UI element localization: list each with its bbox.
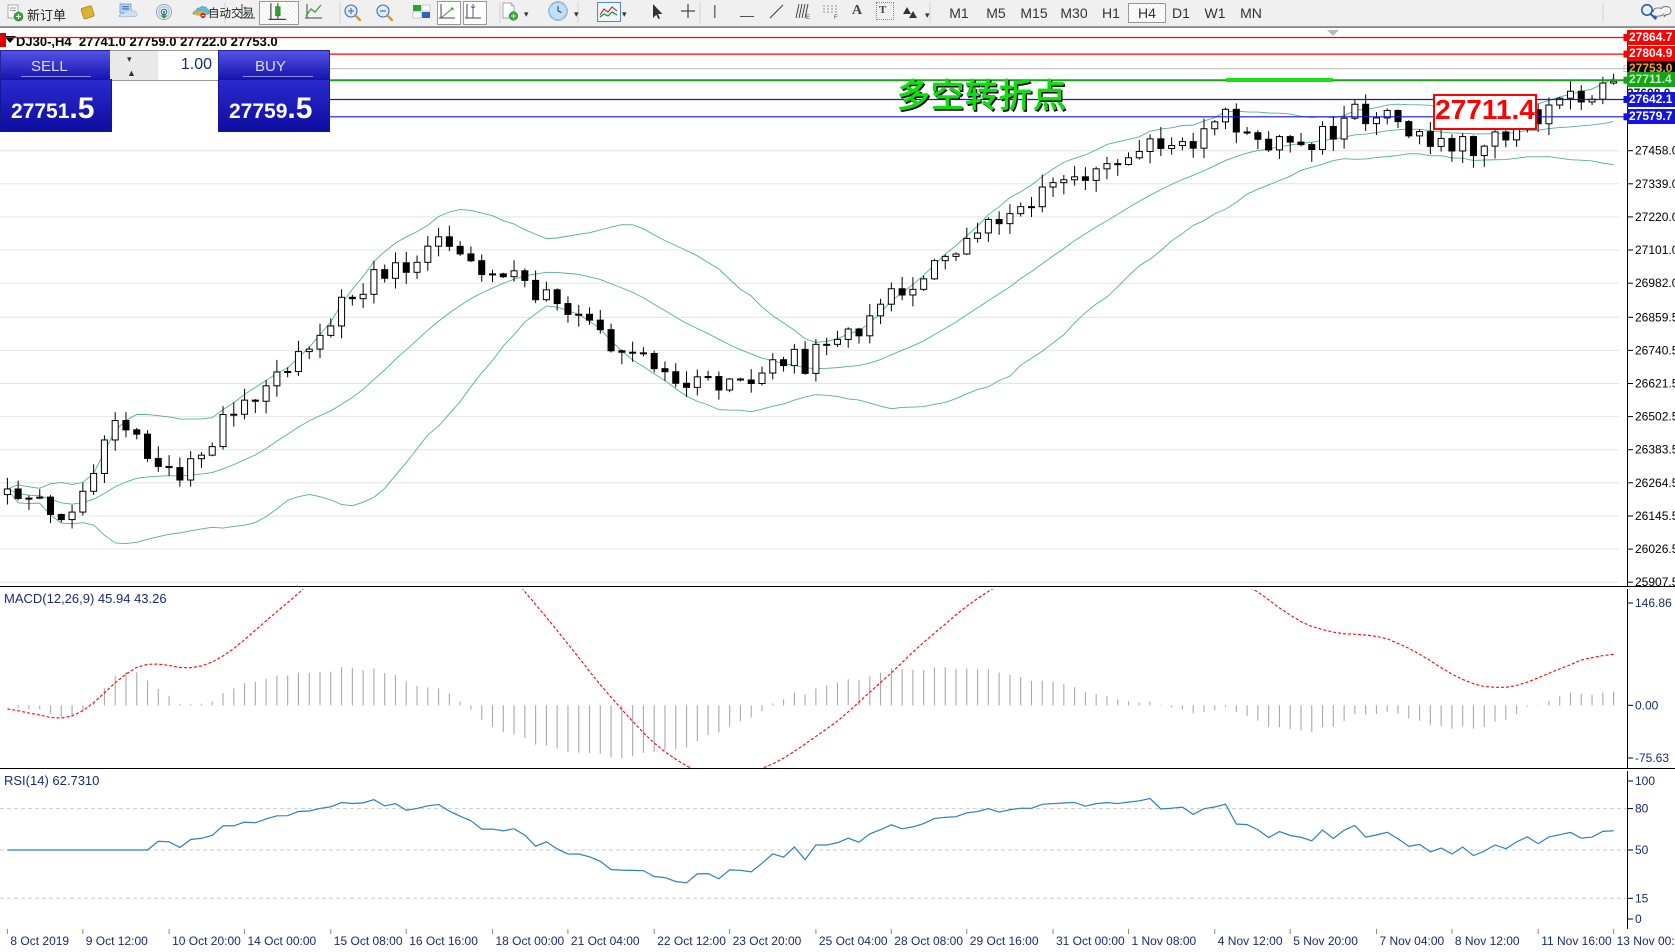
svg-text:14 Oct 00:00: 14 Oct 00:00: [248, 934, 317, 948]
svg-text:9 Oct 12:00: 9 Oct 12:00: [86, 934, 148, 948]
svg-text:11 Nov 16:00: 11 Nov 16:00: [1541, 934, 1612, 948]
svg-text:-75.63: -75.63: [1635, 751, 1669, 765]
svg-text:26982.0: 26982.0: [1635, 276, 1675, 290]
svg-text:26383.5: 26383.5: [1635, 443, 1675, 457]
svg-text:0.00: 0.00: [1635, 698, 1659, 712]
svg-text:F: F: [834, 15, 838, 19]
svg-text:26264.5: 26264.5: [1635, 476, 1675, 490]
svg-text:23 Oct 20:00: 23 Oct 20:00: [733, 934, 802, 948]
svg-text:21 Oct 04:00: 21 Oct 04:00: [571, 934, 640, 948]
svg-text:26145.5: 26145.5: [1635, 509, 1675, 523]
svg-text:E: E: [806, 15, 810, 20]
svg-text:10 Oct 20:00: 10 Oct 20:00: [172, 934, 241, 948]
svg-text:27339.0: 27339.0: [1635, 177, 1675, 191]
svg-text:26740.5: 26740.5: [1635, 343, 1675, 357]
svg-text:22 Oct 12:00: 22 Oct 12:00: [657, 934, 726, 948]
svg-text:4 Nov 12:00: 4 Nov 12:00: [1218, 934, 1283, 948]
svg-text:80: 80: [1635, 802, 1649, 816]
svg-text:16 Oct 16:00: 16 Oct 16:00: [409, 934, 478, 948]
svg-text:146.86: 146.86: [1635, 596, 1672, 610]
svg-text:27220.0: 27220.0: [1635, 210, 1675, 224]
svg-text:25 Oct 04:00: 25 Oct 04:00: [819, 934, 888, 948]
svg-text:29 Oct 16:00: 29 Oct 16:00: [970, 934, 1039, 948]
svg-text:50: 50: [1635, 843, 1649, 857]
svg-text:27458.0: 27458.0: [1635, 144, 1675, 158]
svg-text:26859.5: 26859.5: [1635, 310, 1675, 324]
svg-text:100: 100: [1635, 774, 1655, 788]
svg-text:8 Oct 2019: 8 Oct 2019: [10, 934, 69, 948]
svg-text:26026.5: 26026.5: [1635, 542, 1675, 556]
svg-text:15 Oct 08:00: 15 Oct 08:00: [334, 934, 403, 948]
svg-text:27101.0: 27101.0: [1635, 243, 1675, 257]
svg-text:15: 15: [1635, 891, 1649, 905]
svg-text:31 Oct 00:00: 31 Oct 00:00: [1056, 934, 1125, 948]
svg-text:5 Nov 20:00: 5 Nov 20:00: [1293, 934, 1358, 948]
svg-text:8 Nov 12:00: 8 Nov 12:00: [1455, 934, 1520, 948]
svg-text:1 Nov 08:00: 1 Nov 08:00: [1132, 934, 1197, 948]
svg-text:28 Oct 08:00: 28 Oct 08:00: [894, 934, 963, 948]
svg-text:0: 0: [1635, 912, 1642, 926]
svg-text:13 Nov 00:00: 13 Nov 00:00: [1617, 934, 1675, 948]
svg-text:18 Oct 00:00: 18 Oct 00:00: [496, 934, 565, 948]
svg-text:26502.5: 26502.5: [1635, 410, 1675, 424]
svg-text:7 Nov 04:00: 7 Nov 04:00: [1380, 934, 1445, 948]
svg-text:25907.5: 25907.5: [1635, 575, 1675, 586]
svg-text:26621.5: 26621.5: [1635, 377, 1675, 391]
